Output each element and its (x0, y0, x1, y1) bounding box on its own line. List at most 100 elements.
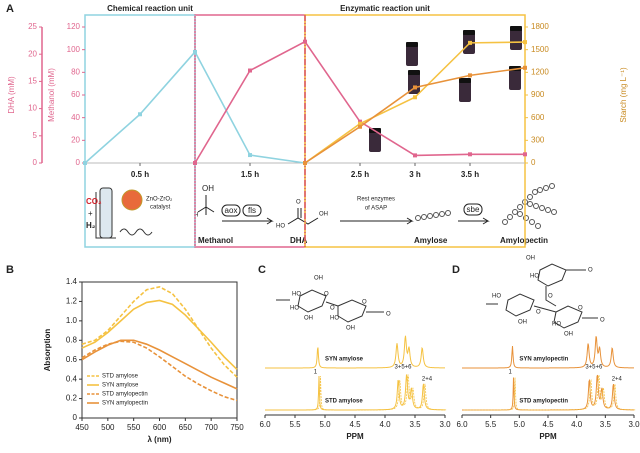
dha-ho: HO (276, 224, 285, 230)
oh: OH (202, 184, 214, 193)
data-point (468, 152, 472, 157)
x-tick-label: 5.0 (514, 420, 526, 429)
x-axis-label: PPM (346, 432, 364, 441)
y2-axis-label: Starch (mg L⁻¹) (619, 67, 628, 123)
vial-cap (510, 26, 522, 31)
x-tick-label: 550 (127, 423, 141, 432)
vial-cap (408, 70, 420, 75)
legend-label: SYN amylopectin (102, 401, 148, 407)
x-tick-label: 4.5 (349, 420, 361, 429)
x-tick-label: 6.0 (456, 420, 468, 429)
y2-tick-label: 300 (531, 135, 545, 144)
vial-cap (406, 42, 418, 47)
panel-label: D (452, 264, 460, 276)
arrow (340, 217, 414, 225)
y-tick-label: 60 (71, 90, 80, 99)
y-tick-label: 0 (76, 158, 81, 167)
data-point (413, 95, 417, 100)
data-point (303, 39, 307, 44)
peak-label: 2+4 (422, 377, 433, 383)
series-line (81, 340, 238, 402)
reactor-coil (95, 192, 153, 239)
y-tick-label: 0.4 (66, 374, 78, 383)
y3-tick-label: 20 (28, 49, 37, 58)
dha: DHA (290, 236, 308, 245)
atom: HO (290, 306, 299, 312)
co2: CO₂ (86, 197, 102, 206)
trace-label: STD amylose (325, 399, 363, 405)
atom: O (578, 306, 583, 312)
legend-label: STD amylose (102, 374, 139, 380)
atom: HO (530, 274, 539, 280)
enzyme-box (463, 203, 483, 216)
atom: O (324, 292, 329, 298)
spectrum (265, 335, 446, 369)
panel-label: B (6, 264, 14, 276)
data-point (358, 119, 362, 124)
vial (509, 66, 521, 90)
structure-c-labels: OH HO HO O OH O HO O OH O (290, 276, 391, 332)
x-tick-label: 500 (101, 423, 115, 432)
h: H (194, 213, 198, 219)
atom: OH (346, 326, 355, 332)
data-point (468, 40, 472, 45)
x-tick-label: 4.0 (379, 420, 391, 429)
enzyme-box (242, 204, 262, 217)
enzyme-box (221, 204, 241, 217)
atom: O (588, 268, 593, 274)
dha-oh: OH (319, 212, 328, 218)
rest-enzymes: of ASAP (365, 206, 387, 212)
x-tick-label: 3.0 (628, 420, 640, 429)
y-tick-label: 120 (67, 22, 81, 31)
y-tick-label: 1.0 (66, 316, 78, 325)
atom: O (362, 300, 367, 306)
x-tick-label: 650 (179, 423, 193, 432)
peak-label: 3+5+6 (585, 365, 603, 371)
y2-tick-label: 900 (531, 90, 545, 99)
data-point (523, 65, 527, 70)
x-tick-label: 750 (230, 423, 244, 432)
x-axis-label: λ (nm) (148, 435, 172, 444)
rest-enzymes: Rest enzymes (357, 197, 395, 203)
vial-cap (459, 78, 471, 83)
y-tick-label: 0.6 (66, 355, 78, 364)
y3-tick-label: 10 (28, 104, 37, 113)
data-point (413, 85, 417, 90)
x-tick-label: 1.5 h (241, 170, 259, 179)
atom: HO (292, 292, 301, 298)
peak-label: 3+5+6 (394, 365, 412, 371)
data-point (248, 153, 252, 158)
data-point (358, 121, 362, 126)
amylopectin-icon (502, 183, 557, 229)
legend-label: STD amylopectin (102, 392, 148, 398)
atom: HO (492, 294, 501, 300)
y2-tick-label: 1200 (531, 67, 549, 76)
y-tick-label: 40 (71, 113, 80, 122)
x-tick-label: 3.5 (600, 420, 612, 429)
peak-label: 2+4 (612, 377, 623, 383)
y2-tick-label: 1500 (531, 45, 549, 54)
structure-d (486, 263, 598, 329)
spectrum (462, 336, 635, 369)
x-tick-label: 2.5 h (351, 170, 369, 179)
trace-label: SYN amylose (325, 357, 364, 363)
y-tick-label: 0 (73, 413, 78, 422)
methanol: Methanol (198, 236, 233, 245)
catalyst: catalyst (150, 205, 171, 211)
data-point (138, 112, 142, 117)
bond (287, 208, 319, 225)
trace-label: SYN amylopectin (519, 357, 568, 363)
data-point (413, 153, 417, 158)
structure-c (276, 289, 384, 323)
vial (510, 26, 522, 50)
data-point (358, 124, 362, 129)
x-tick-label: 3.5 (409, 420, 421, 429)
spectrum-overlay (266, 374, 447, 411)
structure-d-labels: O HO HO OH O OH O HO O OH O (492, 256, 605, 338)
atom: O (386, 312, 391, 318)
atom: O (536, 310, 541, 316)
enzyme: aox (225, 206, 238, 215)
y2-tick-label: 600 (531, 113, 545, 122)
x-tick-label: 3 h (409, 170, 421, 179)
